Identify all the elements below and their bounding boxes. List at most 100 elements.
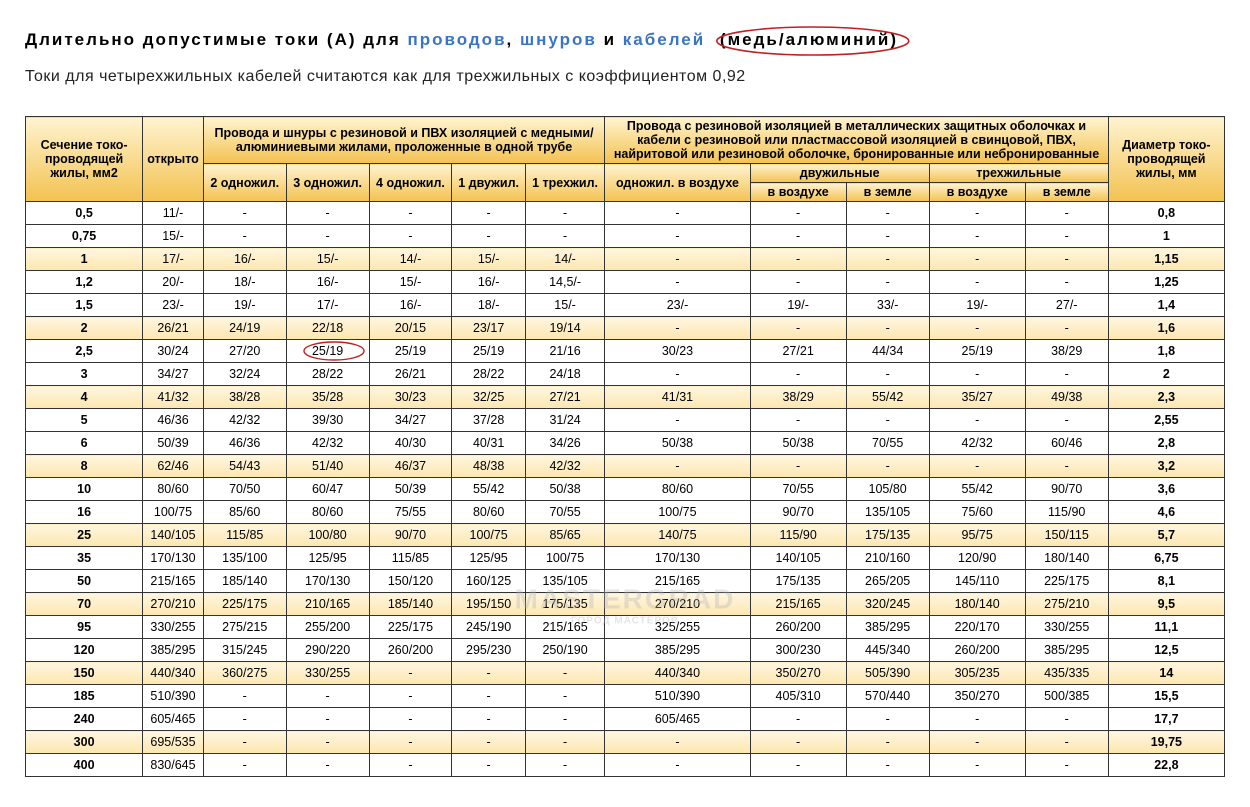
- col-open: открыто: [143, 117, 204, 202]
- cell-diameter: 2,3: [1108, 386, 1224, 409]
- cell-value: 41/32: [143, 386, 204, 409]
- cell-value: 19/-: [203, 294, 286, 317]
- cell-section: 400: [26, 754, 143, 777]
- cell-value: 17/-: [143, 248, 204, 271]
- cell-value: 105/80: [846, 478, 929, 501]
- cell-value: 270/210: [143, 593, 204, 616]
- cell-value: -: [929, 708, 1025, 731]
- table-row: 117/-16/-15/-14/-15/-14/------1,15: [26, 248, 1225, 271]
- cell-value: 17/-: [286, 294, 369, 317]
- cell-value: -: [846, 455, 929, 478]
- col-b2-ground: в земле: [846, 183, 929, 202]
- cell-diameter: 8,1: [1108, 570, 1224, 593]
- cell-value: -: [452, 225, 525, 248]
- cell-value: 440/340: [605, 662, 750, 685]
- cell-value: -: [846, 708, 929, 731]
- cell-value: 180/140: [1025, 547, 1108, 570]
- cell-value: -: [1025, 409, 1108, 432]
- cell-value: 34/27: [143, 363, 204, 386]
- cell-diameter: 9,5: [1108, 593, 1224, 616]
- cell-value: -: [1025, 708, 1108, 731]
- cell-value: -: [750, 317, 846, 340]
- cell-value: 15/-: [286, 248, 369, 271]
- cell-value: -: [605, 455, 750, 478]
- cell-value: 115/85: [203, 524, 286, 547]
- col-a5: 1 трехжил.: [525, 164, 604, 202]
- cell-value: 41/31: [605, 386, 750, 409]
- cell-value: 175/135: [525, 593, 604, 616]
- cell-value: 265/205: [846, 570, 929, 593]
- cell-value: 18/-: [452, 294, 525, 317]
- cell-value: 38/29: [1025, 340, 1108, 363]
- col-b3-ground: в земле: [1025, 183, 1108, 202]
- cell-value: 85/65: [525, 524, 604, 547]
- cell-value: 135/100: [203, 547, 286, 570]
- cell-value: 95/75: [929, 524, 1025, 547]
- table-row: 862/4654/4351/4046/3748/3842/32-----3,2: [26, 455, 1225, 478]
- cell-value: -: [1025, 754, 1108, 777]
- cell-value: 30/24: [143, 340, 204, 363]
- cell-value: 505/390: [846, 662, 929, 685]
- cell-value: 125/95: [286, 547, 369, 570]
- cell-value: 360/275: [203, 662, 286, 685]
- cell-value: -: [846, 225, 929, 248]
- cell-value: -: [929, 271, 1025, 294]
- cell-value: 14/-: [525, 248, 604, 271]
- cell-value: -: [1025, 317, 1108, 340]
- table-row: 226/2124/1922/1820/1523/1719/14-----1,6: [26, 317, 1225, 340]
- link-wires[interactable]: проводов: [407, 30, 506, 49]
- cell-value: -: [1025, 731, 1108, 754]
- cell-value: 215/165: [143, 570, 204, 593]
- cell-value: -: [452, 202, 525, 225]
- link-cords[interactable]: шнуров: [520, 30, 597, 49]
- cell-value: 23/-: [605, 294, 750, 317]
- currents-table: Сечение токо-проводящей жилы, мм2 открыт…: [25, 116, 1225, 777]
- cell-value: 42/32: [929, 432, 1025, 455]
- table-row: 25140/105115/85100/8090/70100/7585/65140…: [26, 524, 1225, 547]
- cell-value: 605/465: [605, 708, 750, 731]
- table-row: 35170/130135/100125/95115/85125/95100/75…: [26, 547, 1225, 570]
- table-row: 50215/165185/140170/130150/120160/125135…: [26, 570, 1225, 593]
- cell-section: 4: [26, 386, 143, 409]
- col-b2-air: в воздухе: [750, 183, 846, 202]
- cell-value: 100/75: [452, 524, 525, 547]
- cell-value: -: [286, 685, 369, 708]
- cell-value: 35/27: [929, 386, 1025, 409]
- link-cables[interactable]: кабелей: [623, 30, 705, 49]
- cell-value: 42/32: [525, 455, 604, 478]
- col-b1: одножил. в воздухе: [605, 164, 750, 202]
- cell-value: 46/36: [143, 409, 204, 432]
- cell-value: 90/70: [1025, 478, 1108, 501]
- cell-value: 26/21: [369, 363, 452, 386]
- cell-value: 80/60: [605, 478, 750, 501]
- cell-value: 21/16: [525, 340, 604, 363]
- cell-value: -: [605, 731, 750, 754]
- cell-value: -: [452, 731, 525, 754]
- cell-value: 30/23: [605, 340, 750, 363]
- cell-value: 305/235: [929, 662, 1025, 685]
- cell-value: -: [286, 731, 369, 754]
- cell-value: 60/46: [1025, 432, 1108, 455]
- cell-value: 26/21: [143, 317, 204, 340]
- col-a1: 2 одножил.: [203, 164, 286, 202]
- cell-value: 16/-: [286, 271, 369, 294]
- cell-value: -: [452, 662, 525, 685]
- cell-value: -: [452, 685, 525, 708]
- cell-value: 16/-: [369, 294, 452, 317]
- cell-value: 100/75: [525, 547, 604, 570]
- cell-value: 605/465: [143, 708, 204, 731]
- cell-value: -: [846, 363, 929, 386]
- cell-section: 25: [26, 524, 143, 547]
- cell-value: 210/165: [286, 593, 369, 616]
- cell-value: 350/270: [929, 685, 1025, 708]
- cell-value: 33/-: [846, 294, 929, 317]
- cell-section: 0,75: [26, 225, 143, 248]
- cell-value: 140/105: [143, 524, 204, 547]
- cell-section: 1: [26, 248, 143, 271]
- table-row: 1,523/-19/-17/-16/-18/-15/-23/-19/-33/-1…: [26, 294, 1225, 317]
- cell-value: 570/440: [846, 685, 929, 708]
- cell-value: 55/42: [452, 478, 525, 501]
- col-b3: трехжильные: [929, 164, 1108, 183]
- cell-section: 150: [26, 662, 143, 685]
- cell-value: -: [525, 662, 604, 685]
